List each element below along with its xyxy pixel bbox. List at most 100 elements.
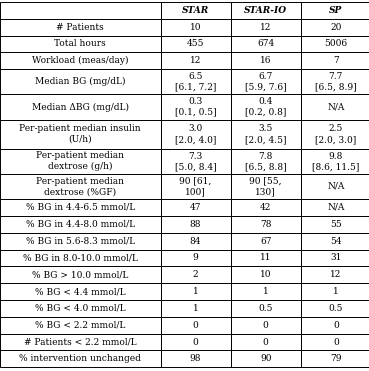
Text: 12: 12 xyxy=(260,23,271,32)
Text: 1: 1 xyxy=(193,287,199,296)
Text: 7: 7 xyxy=(333,56,339,65)
Bar xyxy=(301,250,369,266)
Bar xyxy=(161,2,231,19)
Text: % BG > 10.0 mmol/L: % BG > 10.0 mmol/L xyxy=(32,270,128,279)
Text: 0.3
[0.1, 0.5]: 0.3 [0.1, 0.5] xyxy=(175,97,216,117)
Text: STAR-IO: STAR-IO xyxy=(244,6,287,15)
Bar xyxy=(0,300,161,317)
Bar xyxy=(0,174,161,199)
Bar xyxy=(231,283,301,300)
Bar xyxy=(0,52,161,69)
Text: % BG < 2.2 mmol/L: % BG < 2.2 mmol/L xyxy=(35,321,125,330)
Text: 674: 674 xyxy=(257,39,274,48)
Text: 5006: 5006 xyxy=(324,39,347,48)
Text: 1: 1 xyxy=(263,287,269,296)
Bar xyxy=(231,2,301,19)
Bar xyxy=(0,94,161,119)
Bar xyxy=(301,174,369,199)
Bar xyxy=(0,334,161,351)
Text: 9.8
[8.6, 11.5]: 9.8 [8.6, 11.5] xyxy=(312,151,359,171)
Bar xyxy=(231,119,301,149)
Bar xyxy=(231,250,301,266)
Bar xyxy=(161,233,231,250)
Bar xyxy=(231,94,301,119)
Text: 10: 10 xyxy=(260,270,272,279)
Text: Median BG (mg/dL): Median BG (mg/dL) xyxy=(35,77,125,86)
Bar xyxy=(231,36,301,52)
Text: 0: 0 xyxy=(333,338,339,347)
Bar xyxy=(161,351,231,367)
Bar xyxy=(301,283,369,300)
Text: 6.7
[5.9, 7.6]: 6.7 [5.9, 7.6] xyxy=(245,72,286,92)
Text: % intervention unchanged: % intervention unchanged xyxy=(19,354,141,363)
Bar xyxy=(231,317,301,334)
Bar xyxy=(231,174,301,199)
Bar xyxy=(301,36,369,52)
Bar xyxy=(301,2,369,19)
Bar xyxy=(301,52,369,69)
Text: # Patients: # Patients xyxy=(56,23,104,32)
Bar xyxy=(161,250,231,266)
Text: 9: 9 xyxy=(193,253,199,262)
Bar xyxy=(161,19,231,36)
Bar xyxy=(0,119,161,149)
Bar xyxy=(301,334,369,351)
Text: 79: 79 xyxy=(330,354,342,363)
Bar xyxy=(161,174,231,199)
Text: 16: 16 xyxy=(260,56,272,65)
Bar xyxy=(231,199,301,216)
Bar xyxy=(161,266,231,283)
Text: 7.7
[6.5, 8.9]: 7.7 [6.5, 8.9] xyxy=(315,72,356,92)
Bar xyxy=(161,216,231,233)
Bar xyxy=(301,216,369,233)
Text: 0.4
[0.2, 0.8]: 0.4 [0.2, 0.8] xyxy=(245,97,286,117)
Text: 20: 20 xyxy=(330,23,341,32)
Text: 1: 1 xyxy=(333,287,339,296)
Text: 12: 12 xyxy=(190,56,201,65)
Bar xyxy=(0,216,161,233)
Text: 47: 47 xyxy=(190,203,201,212)
Bar xyxy=(0,149,161,174)
Bar xyxy=(231,149,301,174)
Text: 11: 11 xyxy=(260,253,272,262)
Text: 84: 84 xyxy=(190,237,201,246)
Text: % BG in 4.4-8.0 mmol/L: % BG in 4.4-8.0 mmol/L xyxy=(26,220,135,229)
Bar xyxy=(301,94,369,119)
Bar xyxy=(301,351,369,367)
Bar xyxy=(0,36,161,52)
Bar xyxy=(161,334,231,351)
Bar xyxy=(0,266,161,283)
Text: 0: 0 xyxy=(193,321,199,330)
Bar xyxy=(0,19,161,36)
Bar xyxy=(161,300,231,317)
Bar xyxy=(301,300,369,317)
Bar xyxy=(301,317,369,334)
Bar xyxy=(0,317,161,334)
Text: 0: 0 xyxy=(263,338,269,347)
Text: 98: 98 xyxy=(190,354,201,363)
Text: SP: SP xyxy=(329,6,342,15)
Bar xyxy=(0,250,161,266)
Text: 10: 10 xyxy=(190,23,201,32)
Text: 6.5
[6.1, 7.2]: 6.5 [6.1, 7.2] xyxy=(175,72,216,92)
Text: 7.8
[6.5, 8.8]: 7.8 [6.5, 8.8] xyxy=(245,151,286,171)
Text: 90 [61,
100]: 90 [61, 100] xyxy=(179,177,212,196)
Text: 90 [55,
130]: 90 [55, 130] xyxy=(249,177,282,196)
Text: 67: 67 xyxy=(260,237,272,246)
Text: 88: 88 xyxy=(190,220,201,229)
Bar xyxy=(231,19,301,36)
Bar xyxy=(0,199,161,216)
Text: 78: 78 xyxy=(260,220,272,229)
Bar xyxy=(161,199,231,216)
Bar xyxy=(231,216,301,233)
Bar xyxy=(231,69,301,94)
Bar xyxy=(231,334,301,351)
Bar xyxy=(301,149,369,174)
Text: N/A: N/A xyxy=(327,102,345,112)
Bar xyxy=(231,52,301,69)
Text: Per-patient median insulin
(U/h): Per-patient median insulin (U/h) xyxy=(20,124,141,144)
Text: % BG in 4.4-6.5 mmol/L: % BG in 4.4-6.5 mmol/L xyxy=(25,203,135,212)
Bar xyxy=(0,233,161,250)
Bar xyxy=(231,266,301,283)
Text: STAR: STAR xyxy=(182,6,209,15)
